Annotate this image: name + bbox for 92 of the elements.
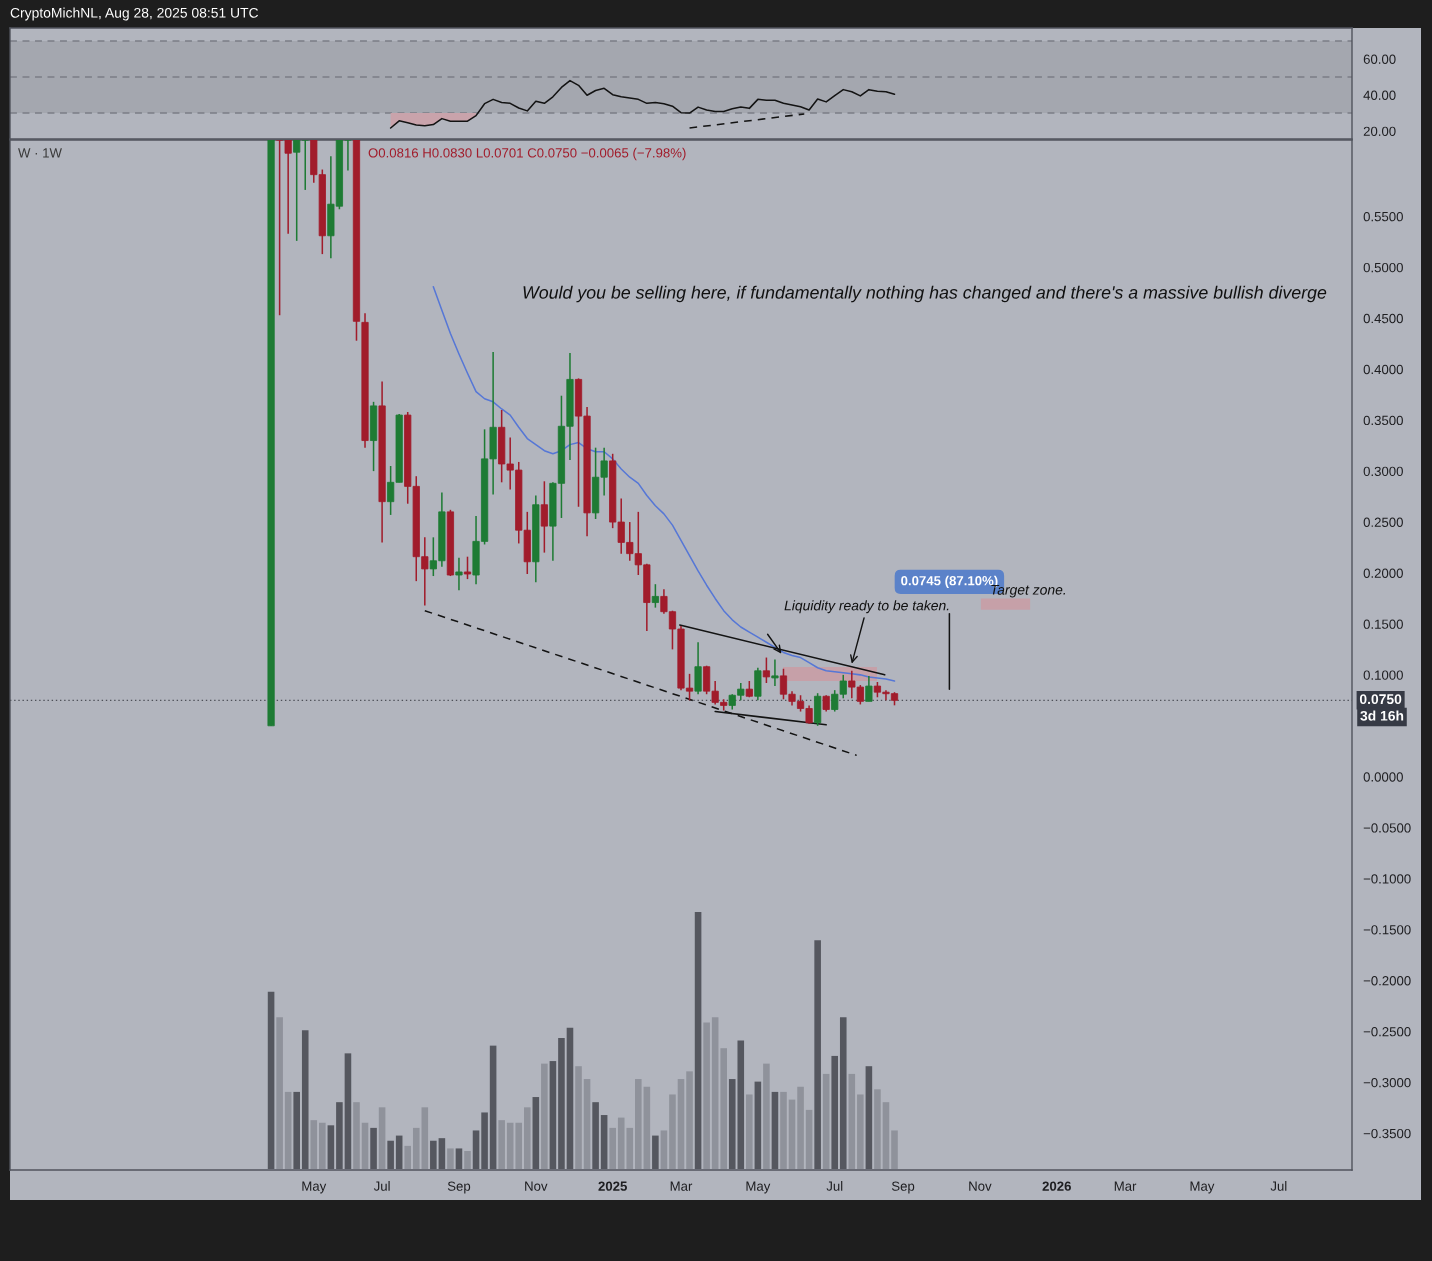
candlestick [463,555,472,580]
bar [857,1094,864,1169]
x-tick-label: Mar [1114,1181,1137,1191]
bar [874,1089,881,1169]
y-tick-label: 0.5000 [1363,262,1403,273]
y-tick-label: −0.0500 [1363,823,1411,833]
text: O0.0816 H0.0830 L0.0701 C0.0750 −0.0065 (−7.98%) [368,147,686,161]
bar [686,1071,693,1169]
y-tick-label: 0.2500 [1363,517,1403,527]
y-tick-label: 0.3500 [1363,415,1403,426]
y-tick-label: 0.5500 [1363,211,1403,222]
bar [797,1086,804,1169]
bar [720,1048,727,1169]
bar [319,1122,326,1169]
candlestick [455,556,463,592]
line-series [389,79,896,129]
annotation: Would you be selling here, if fundamentally nothing has changed and there's a massive bullish diverge [523,285,1327,303]
bar [421,1107,429,1169]
x-tick-label: Jul [1270,1181,1287,1191]
y-tick-label: −0.3000 [1363,1077,1411,1088]
bar [464,1151,471,1169]
y-tick-label: −0.2500 [1363,1027,1411,1037]
bar [763,1063,770,1169]
y-tick-label: 0.1500 [1363,619,1403,629]
bar [660,1130,668,1169]
y-tick-label: 0.1000 [1363,670,1403,680]
chart-title: W · 1W [18,148,62,158]
bar [523,1107,531,1169]
bar [669,1094,676,1169]
x-tick-label: 2026 [1042,1181,1071,1191]
y-tick-label: 0.3000 [1363,466,1403,477]
y-tick-label: 0.4500 [1363,313,1403,324]
bar [822,1073,830,1169]
bar [746,1094,753,1169]
ref-line-label: 0.0750 [1359,694,1402,705]
annotation: Liquidity ready to be taken. [784,600,949,614]
text: 3d 16h [1360,710,1404,721]
bar [353,1102,360,1169]
y-tick-label: 20.00 [1363,126,1396,136]
bar [891,1130,898,1169]
bar [404,1145,412,1169]
bar [506,1122,514,1169]
y-tick-label: −0.3500 [1363,1128,1411,1139]
bar [515,1122,523,1169]
candlestick [540,480,548,554]
bar [284,1091,292,1169]
y-tick-label: 60.00 [1363,54,1396,64]
bar [575,1066,582,1169]
x-tick-label: 2025 [598,1181,627,1191]
x-tick-label: Sep [447,1181,471,1194]
bar [498,1120,505,1169]
bar [703,1022,710,1169]
bar [677,1079,685,1169]
bar [609,1127,616,1169]
x-tick-label: May [302,1181,327,1194]
candlestick [771,658,779,687]
y-tick-label: 0.0000 [1363,772,1403,782]
candlestick [865,675,873,703]
bar [447,1148,454,1169]
x-tick-label: May [746,1181,771,1194]
bar [541,1063,548,1169]
bar [583,1079,591,1169]
bar [378,1107,386,1169]
bar [848,1073,856,1169]
bar [805,1109,813,1169]
bar [788,1099,796,1169]
bar [276,1017,283,1169]
x-tick-label: Mar [670,1181,693,1191]
y-tick-label: 0.2000 [1363,568,1403,578]
bar [361,1122,369,1169]
x-tick-label: May [1190,1181,1215,1194]
y-tick-label: 40.00 [1363,90,1396,100]
x-tick-label: Nov [969,1181,992,1191]
candlestick [344,140,352,172]
x-tick-label: Jul [826,1181,843,1191]
x-tick-label: Sep [891,1181,915,1194]
y-tick-label: −0.1000 [1363,874,1411,884]
candlestick [651,583,659,609]
bar [310,1120,318,1169]
bar [711,1017,719,1169]
bar [882,1102,890,1169]
bar [412,1127,420,1169]
candlestick [762,656,770,684]
x-tick-label: Jul [373,1181,390,1191]
y-tick-label: 0.4000 [1363,364,1403,375]
bar [780,1091,787,1169]
text: CryptoMichNL, Aug 28, 2025 08:51 UTC [10,7,259,21]
bar [643,1086,651,1169]
y-tick-label: −0.1500 [1363,925,1411,935]
x-tick-label: Nov [525,1181,548,1191]
y-tick-label: −0.2000 [1363,976,1411,986]
bar [635,1079,642,1169]
